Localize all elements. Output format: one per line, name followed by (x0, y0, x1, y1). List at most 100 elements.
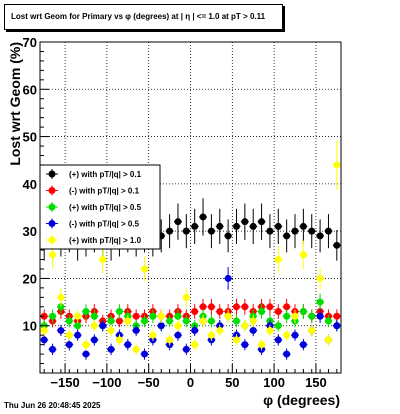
data-point (132, 312, 140, 320)
data-point (266, 326, 274, 334)
legend-label: (-) with pT/|q| > 0.5 (69, 220, 140, 229)
legend-entry-0: (+) with pT/|q| > 0.1 (46, 169, 142, 179)
data-point (232, 317, 240, 325)
legend-entry-3: (-) with pT/|q| > 0.5 (46, 218, 140, 229)
data-point (207, 317, 215, 325)
data-point (291, 312, 299, 320)
data-point (107, 326, 115, 334)
legend-label: (+) with pT/|q| > 0.1 (69, 170, 142, 179)
data-point (199, 213, 207, 221)
data-point (57, 293, 65, 301)
data-point (258, 308, 266, 316)
legend-label: (-) with pT/|q| > 0.1 (69, 187, 140, 196)
data-point (182, 345, 190, 353)
data-point (182, 227, 190, 235)
data-point (266, 303, 274, 311)
data-point (74, 322, 82, 330)
data-point (166, 317, 174, 325)
data-point (191, 341, 199, 349)
legend-label: (+) with pT/|q| > 0.5 (69, 203, 142, 212)
data-point (308, 227, 316, 235)
data-point (283, 303, 291, 311)
data-point (57, 303, 65, 311)
data-point (216, 308, 224, 316)
data-point (141, 317, 149, 325)
data-point (249, 326, 257, 334)
y-tick-label-6: 70 (23, 35, 37, 50)
data-point (274, 222, 282, 230)
data-point (132, 326, 140, 334)
data-point (149, 331, 157, 339)
data-point (291, 331, 299, 339)
data-point (316, 274, 324, 282)
data-point (274, 322, 282, 330)
data-point (333, 312, 341, 320)
data-point (316, 312, 324, 320)
legend-entry-1: (-) with pT/|q| > 0.1 (46, 185, 140, 196)
title-box: Lost wrt Geom for Primary vs φ (degrees)… (4, 4, 283, 30)
data-point (174, 322, 182, 330)
data-point (65, 341, 73, 349)
legend-entry-2: (+) with pT/|q| > 0.5 (46, 202, 142, 212)
data-point (157, 312, 165, 320)
data-point (49, 345, 57, 353)
data-point (40, 336, 48, 344)
data-point (333, 322, 341, 330)
data-point (241, 341, 249, 349)
data-point (324, 336, 332, 344)
data-point (299, 251, 307, 259)
data-point (283, 331, 291, 339)
x-tick-label-2: −50 (138, 375, 160, 390)
data-point (258, 341, 266, 349)
data-point (82, 350, 90, 358)
data-point (182, 293, 190, 301)
data-point (316, 232, 324, 240)
data-point (299, 308, 307, 316)
data-point (107, 345, 115, 353)
data-point (99, 256, 107, 264)
data-point (199, 317, 207, 325)
data-point (249, 222, 257, 230)
data-point (207, 331, 215, 339)
data-point (274, 256, 282, 264)
y-tick-label-1: 20 (23, 271, 37, 286)
data-point (224, 312, 232, 320)
data-point (124, 341, 132, 349)
x-tick-label-3: 0 (187, 375, 194, 390)
data-point (241, 322, 249, 330)
data-point (308, 326, 316, 334)
data-point (207, 227, 215, 235)
legend-box (39, 164, 161, 250)
data-point (283, 312, 291, 320)
data-point (324, 317, 332, 325)
x-tick-label-6: 150 (305, 375, 327, 390)
data-point (132, 345, 140, 353)
data-point (316, 298, 324, 306)
data-point (299, 341, 307, 349)
y-tick-label-0: 10 (23, 319, 37, 334)
data-point (57, 326, 65, 334)
data-point (232, 222, 240, 230)
legend: (+) with pT/|q| > 0.1 (-) with pT/|q| > 0… (39, 164, 161, 250)
data-point (107, 317, 115, 325)
data-point (191, 308, 199, 316)
x-axis-label: φ (degrees) (263, 392, 340, 408)
data-point (90, 312, 98, 320)
data-point (283, 350, 291, 358)
data-point (40, 326, 48, 334)
data-point (74, 312, 82, 320)
footer-date: Thu Jun 26 20:48:45 2025 (4, 401, 101, 410)
legend-label: (+) with pT/|q| > 1.0 (69, 236, 142, 245)
y-tick-label-3: 40 (23, 177, 37, 192)
data-point (232, 336, 240, 344)
data-point (141, 350, 149, 358)
legend-marker (48, 187, 56, 194)
data-point (333, 161, 341, 169)
data-point (174, 331, 182, 339)
legend-marker (48, 170, 56, 178)
data-point (216, 326, 224, 334)
y-tick-label-5: 60 (23, 82, 37, 97)
data-point (308, 312, 316, 320)
legend-marker (48, 236, 56, 244)
